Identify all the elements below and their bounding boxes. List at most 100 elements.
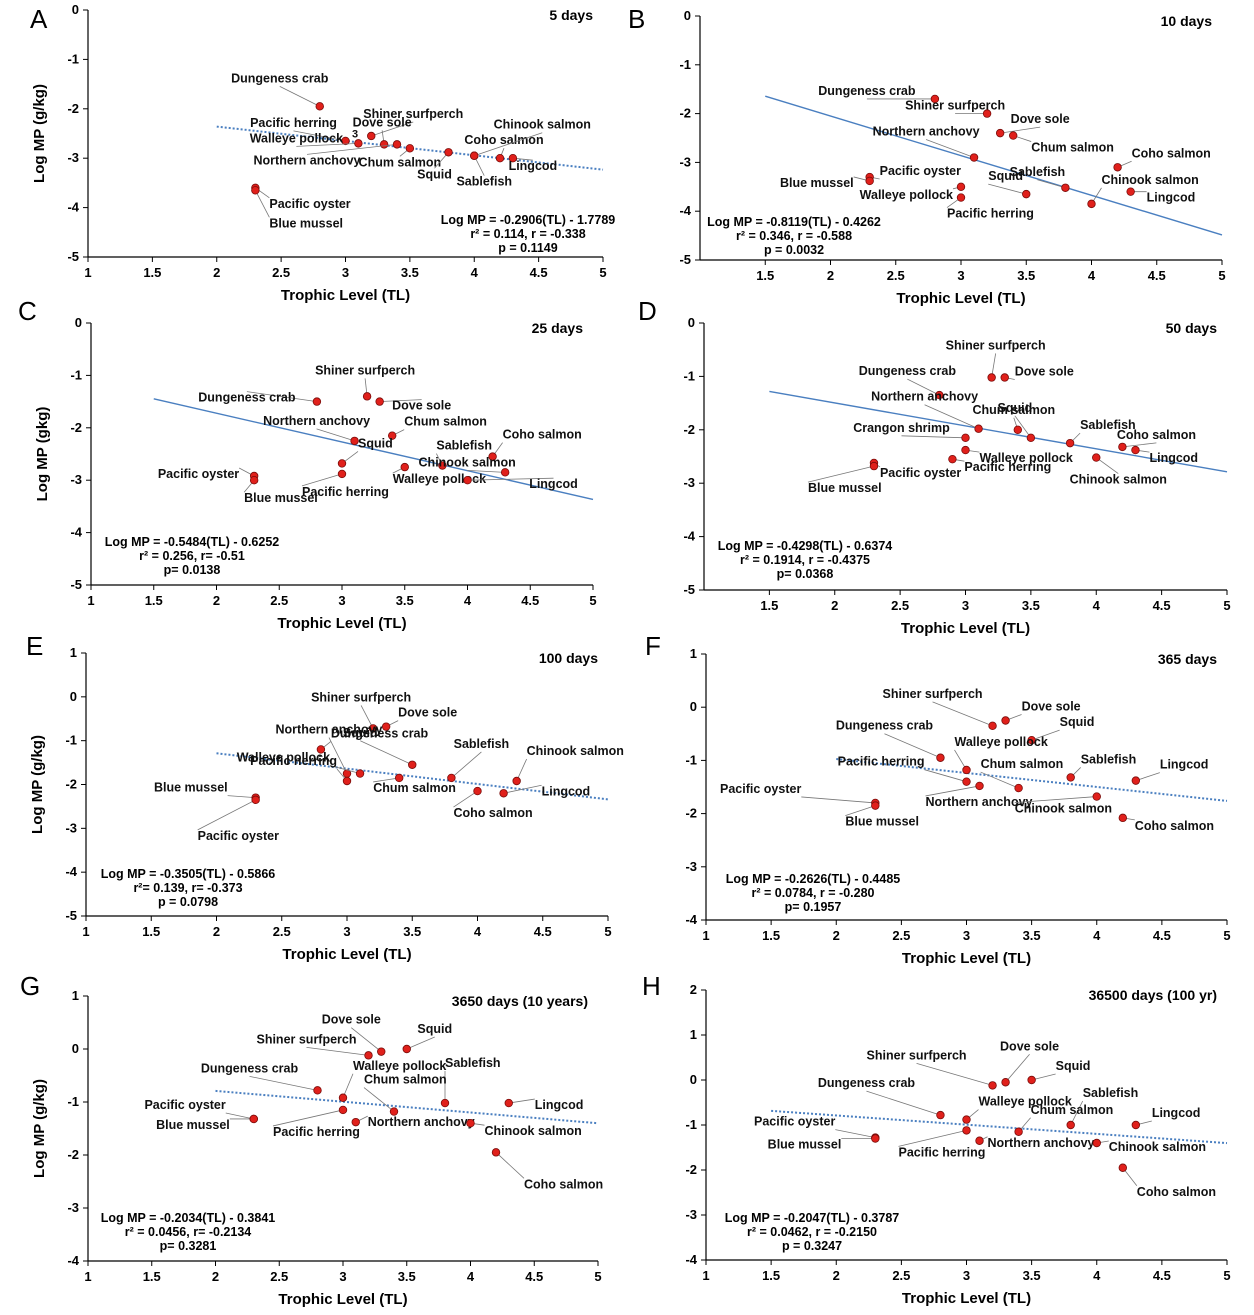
point-label: Northern anchovy xyxy=(926,795,1033,809)
data-point xyxy=(962,1115,971,1124)
data-point xyxy=(473,786,482,796)
x-tick-label: 2.5 xyxy=(272,265,290,280)
point-label: Dungeness crab xyxy=(818,84,916,98)
point-label: Dove sole xyxy=(1015,364,1074,378)
leader-line xyxy=(495,1152,525,1179)
equation-line: r² = 0.1914, r = -0.4375 xyxy=(740,553,870,567)
panel-a: A 0 -1 -2 -3 -4 -5 1 1.5 2 2.5 3 3.5 4 4.5 5 Trophic Lev… xyxy=(30,2,615,304)
leader-line xyxy=(293,130,346,142)
point-label: Dove sole xyxy=(1000,1039,1059,1053)
panel-letter: B xyxy=(628,4,645,34)
point-label: Blue mussel xyxy=(156,1118,230,1132)
data-point xyxy=(354,139,363,148)
y-tick-label: -2 xyxy=(70,420,82,435)
x-tick-label: 1.5 xyxy=(143,1269,161,1284)
x-tick-label: 4 xyxy=(1088,268,1096,283)
data-point xyxy=(337,459,347,468)
point-label: Northern anchovy xyxy=(263,414,370,428)
data-point xyxy=(364,1051,373,1060)
data-point xyxy=(251,795,260,805)
y-tick-label: 1 xyxy=(70,645,77,660)
data-point xyxy=(987,373,996,382)
x-tick-label: 3.5 xyxy=(398,1269,416,1284)
equation-line: Log MP = -0.2047(TL) - 0.3787 xyxy=(725,1211,900,1225)
point-label: Walleye pollock xyxy=(237,751,330,765)
leader-line xyxy=(1031,729,1060,741)
equation-line: r² = 0.346, r = -0.588 xyxy=(736,229,852,243)
y-tick-label: -1 xyxy=(685,752,697,767)
data-point xyxy=(1118,813,1127,823)
data-point xyxy=(930,94,940,104)
y-tick-label: -2 xyxy=(65,777,77,792)
x-tick-label: 1.5 xyxy=(145,593,163,608)
panel-c: C 0 -1 -2 -3 -4 -5 1 1.5 2 2.5 3 3.5 4 4.5 5 Trophic Lev… xyxy=(18,296,597,632)
data-point xyxy=(1092,453,1101,462)
x-tick-label: 4.5 xyxy=(1153,928,1171,943)
data-point xyxy=(466,1118,475,1128)
equation-line: p = 0.0798 xyxy=(158,895,218,909)
leader-line xyxy=(801,796,876,804)
leader-line xyxy=(279,85,320,107)
data-point xyxy=(377,1047,386,1056)
leader-line xyxy=(845,805,876,816)
y-tick-label: -4 xyxy=(65,864,77,879)
leader-line xyxy=(807,465,875,483)
point-label: Blue mussel xyxy=(269,216,343,230)
leader-line xyxy=(296,142,359,147)
leader-line xyxy=(1014,415,1032,439)
leader-line xyxy=(980,771,1019,789)
point-label: Dove sole xyxy=(392,399,451,413)
point-label: Squid xyxy=(417,1022,452,1036)
point-label: Chum salmon xyxy=(373,781,456,795)
point-label: Lingcod xyxy=(1147,191,1196,205)
point-label: Blue mussel xyxy=(808,481,882,495)
leader-line xyxy=(197,799,256,831)
x-tick-label: 1 xyxy=(702,928,709,943)
panel-title: 5 days xyxy=(549,7,593,23)
point-label: Sablefish xyxy=(445,1056,501,1070)
leader-line xyxy=(329,765,361,774)
equation-line: Log MP = -0.4298(TL) - 0.6374 xyxy=(718,539,893,553)
y-tick-label: 0 xyxy=(690,699,697,714)
data-point xyxy=(395,773,404,783)
leader-line xyxy=(508,1098,535,1104)
data-point xyxy=(1066,773,1075,782)
y-axis-label: Log MP (gkg) xyxy=(34,407,51,502)
y-tick-label: -2 xyxy=(67,101,79,116)
x-axis-label: Trophic Level (TL) xyxy=(282,946,411,963)
point-label: Pacific oyster xyxy=(720,782,801,796)
leader-line xyxy=(925,785,980,797)
point-label: Lingcod xyxy=(509,159,558,173)
x-tick-label: 3 xyxy=(338,593,345,608)
x-tick-label: 4 xyxy=(467,1269,475,1284)
equation-line: p= 0.3281 xyxy=(160,1239,217,1253)
data-point xyxy=(1013,425,1022,434)
point-label: Chum salmon xyxy=(359,155,442,169)
panel-title: 36500 days (100 yr) xyxy=(1089,987,1217,1003)
point-label: Lingcod xyxy=(542,784,591,798)
y-tick-label: 0 xyxy=(690,1072,697,1087)
y-tick-label: 2 xyxy=(690,982,697,997)
equation-line: p = 0.1149 xyxy=(498,241,557,255)
data-point xyxy=(504,1098,513,1108)
x-tick-label: 2 xyxy=(213,265,220,280)
equation-line: r² = 0.256, r= -0.51 xyxy=(139,549,245,563)
point-label: Shiner surfperch xyxy=(363,107,463,121)
point-label: Coho salmon xyxy=(1132,146,1211,160)
x-tick-label: 2.5 xyxy=(891,598,909,613)
panel-letter: C xyxy=(18,296,37,326)
point-label: Shiner surfperch xyxy=(311,690,411,704)
data-point xyxy=(362,392,372,401)
point-label: Chinook salmon xyxy=(527,744,624,758)
data-point xyxy=(381,722,391,731)
data-point xyxy=(982,109,992,118)
x-tick-label: 3.5 xyxy=(1023,1268,1041,1283)
x-tick-label: 4 xyxy=(1093,598,1101,613)
equation-line: r² = 0.0456, r= -0.2134 xyxy=(125,1225,252,1239)
leader-line xyxy=(1122,442,1157,448)
x-axis-label: Trophic Level (TL) xyxy=(901,620,1030,637)
data-point xyxy=(444,148,453,157)
leader-line xyxy=(227,795,256,799)
data-point xyxy=(1131,776,1141,785)
point-label: Dungeness crab xyxy=(198,391,296,405)
